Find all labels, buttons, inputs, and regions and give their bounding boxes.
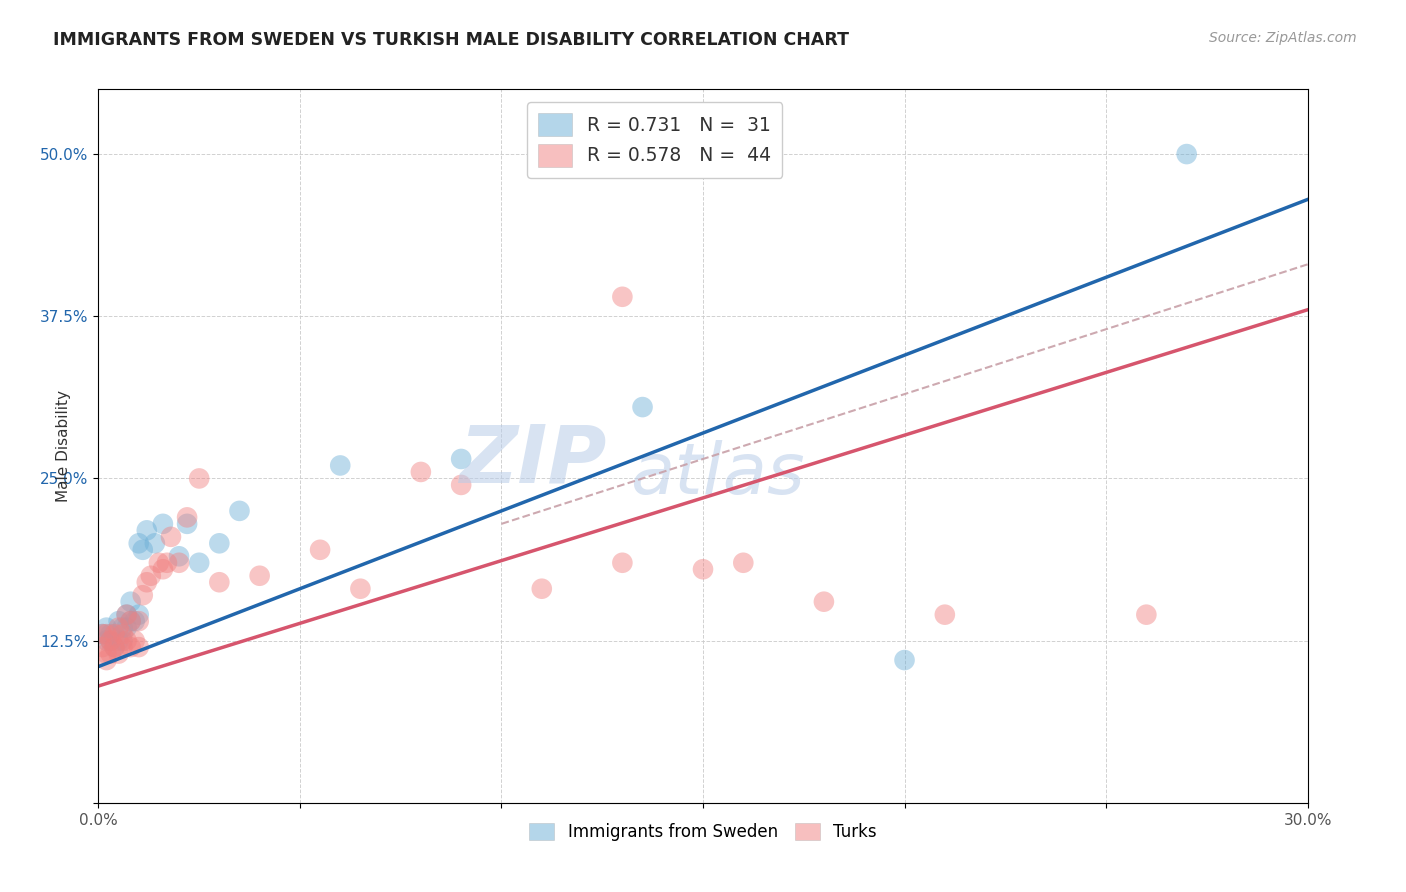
Point	[128, 607, 150, 622]
Point	[107, 647, 129, 661]
Point	[120, 614, 142, 628]
Point	[148, 556, 170, 570]
Point	[450, 478, 472, 492]
Point	[156, 556, 179, 570]
Legend: Immigrants from Sweden, Turks: Immigrants from Sweden, Turks	[523, 816, 883, 848]
Point	[612, 290, 634, 304]
Point	[167, 556, 190, 570]
Point	[96, 653, 118, 667]
Point	[107, 621, 129, 635]
Point	[103, 640, 125, 654]
Point	[733, 556, 755, 570]
Point	[111, 627, 134, 641]
Point	[91, 640, 114, 654]
Point	[893, 653, 915, 667]
Point	[107, 633, 129, 648]
Point	[124, 633, 146, 648]
Text: IMMIGRANTS FROM SWEDEN VS TURKISH MALE DISABILITY CORRELATION CHART: IMMIGRANTS FROM SWEDEN VS TURKISH MALE D…	[53, 31, 849, 49]
Point	[132, 542, 155, 557]
Text: ZIP: ZIP	[458, 421, 606, 500]
Point	[139, 568, 162, 582]
Point	[228, 504, 250, 518]
Point	[1135, 607, 1157, 622]
Point	[128, 614, 150, 628]
Point	[100, 627, 122, 641]
Point	[132, 588, 155, 602]
Point	[91, 627, 114, 641]
Point	[96, 627, 118, 641]
Point	[96, 633, 118, 648]
Point	[188, 556, 211, 570]
Point	[450, 452, 472, 467]
Point	[135, 524, 157, 538]
Point	[612, 556, 634, 570]
Point	[1175, 147, 1198, 161]
Point	[120, 595, 142, 609]
Point	[143, 536, 166, 550]
Text: Male Disability: Male Disability	[56, 390, 70, 502]
Point	[409, 465, 432, 479]
Point	[91, 627, 114, 641]
Point	[100, 647, 122, 661]
Point	[111, 640, 134, 654]
Point	[103, 627, 125, 641]
Point	[135, 575, 157, 590]
Point	[100, 633, 122, 648]
Point	[115, 607, 138, 622]
Point	[115, 633, 138, 648]
Point	[124, 614, 146, 628]
Point	[160, 530, 183, 544]
Point	[309, 542, 332, 557]
Point	[111, 633, 134, 648]
Point	[813, 595, 835, 609]
Point	[152, 516, 174, 531]
Point	[115, 621, 138, 635]
Point	[107, 614, 129, 628]
Point	[152, 562, 174, 576]
Point	[208, 536, 231, 550]
Point	[100, 633, 122, 648]
Point	[329, 458, 352, 473]
Text: atlas: atlas	[630, 440, 806, 509]
Point	[530, 582, 553, 596]
Point	[934, 607, 956, 622]
Point	[120, 640, 142, 654]
Point	[120, 614, 142, 628]
Point	[176, 516, 198, 531]
Point	[188, 471, 211, 485]
Point	[631, 400, 654, 414]
Point	[96, 621, 118, 635]
Point	[208, 575, 231, 590]
Point	[111, 621, 134, 635]
Point	[128, 536, 150, 550]
Point	[128, 640, 150, 654]
Point	[249, 568, 271, 582]
Point	[115, 607, 138, 622]
Point	[167, 549, 190, 564]
Point	[692, 562, 714, 576]
Point	[176, 510, 198, 524]
Point	[103, 640, 125, 654]
Point	[96, 647, 118, 661]
Text: Source: ZipAtlas.com: Source: ZipAtlas.com	[1209, 31, 1357, 45]
Point	[349, 582, 371, 596]
